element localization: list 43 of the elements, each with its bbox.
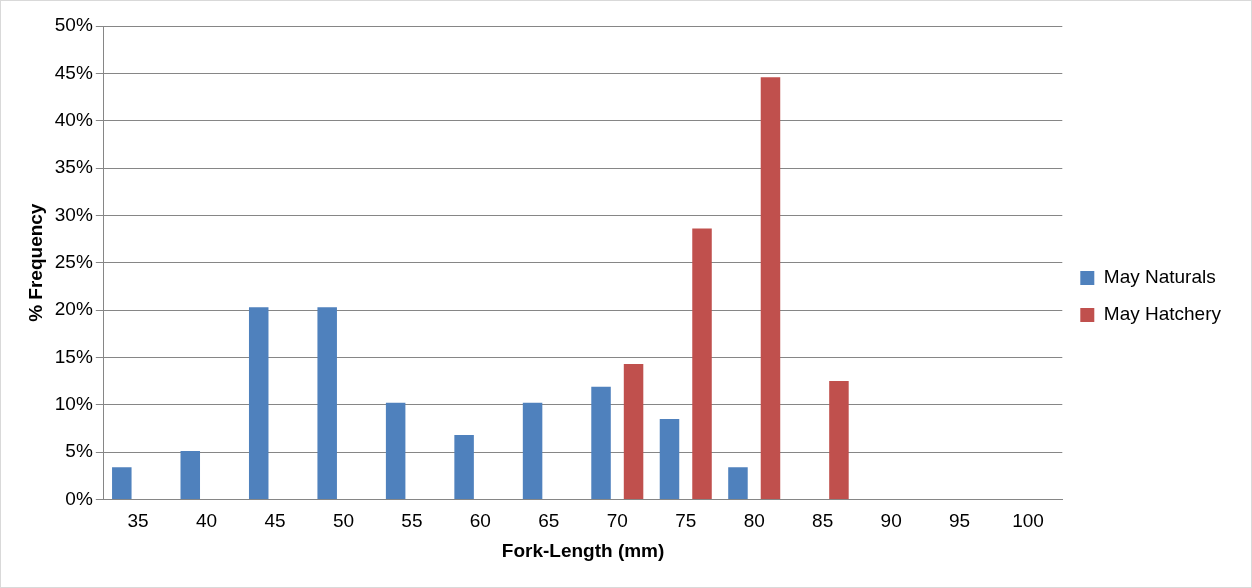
y-tick-label: 40% (54, 108, 93, 130)
y-tick-label: 25% (54, 250, 93, 272)
y-tick-label: 20% (54, 298, 93, 320)
x-tick-label: 85 (812, 510, 834, 532)
bar (829, 381, 849, 499)
y-tick-label: 35% (54, 156, 93, 178)
legend-label: May Hatchery (1103, 303, 1222, 325)
x-tick-label: 55 (401, 510, 423, 532)
x-tick-label: 60 (469, 510, 491, 532)
x-tick-label: 70 (606, 510, 628, 532)
bar (454, 435, 474, 499)
bar (692, 228, 712, 499)
y-tick-label: 50% (54, 14, 93, 36)
bar (317, 307, 337, 499)
bar (180, 451, 201, 499)
x-tick-label: 95 (949, 510, 971, 532)
x-tick-label: 65 (538, 510, 560, 532)
x-tick-label: 100 (1012, 510, 1044, 532)
bar (112, 467, 132, 499)
y-tick-label: 45% (54, 61, 93, 83)
bar (385, 402, 406, 499)
x-tick-label: 75 (675, 510, 697, 532)
x-tick-label: 35 (127, 510, 149, 532)
bar (591, 386, 611, 499)
x-tick-label: 45 (264, 510, 286, 532)
bar (623, 364, 644, 499)
bar (760, 77, 781, 499)
x-tick-label: 40 (195, 510, 218, 532)
bar (728, 467, 748, 499)
y-axis-title: % Frequency (24, 203, 46, 322)
x-tick-label: 80 (743, 510, 765, 532)
legend-label: May Naturals (1103, 266, 1216, 288)
x-tick-label: 90 (880, 510, 902, 532)
bar (248, 307, 269, 499)
y-tick-label: 10% (54, 392, 93, 414)
y-tick-label: 15% (54, 345, 93, 367)
y-tick-label: 0% (65, 487, 93, 509)
y-tick-label: 30% (54, 203, 93, 225)
x-axis-title: Fork-Length (mm) (501, 539, 665, 561)
bar (659, 418, 680, 499)
x-tick-label: 50 (332, 510, 355, 532)
bar (522, 402, 543, 499)
y-tick-label: 5% (65, 440, 93, 462)
